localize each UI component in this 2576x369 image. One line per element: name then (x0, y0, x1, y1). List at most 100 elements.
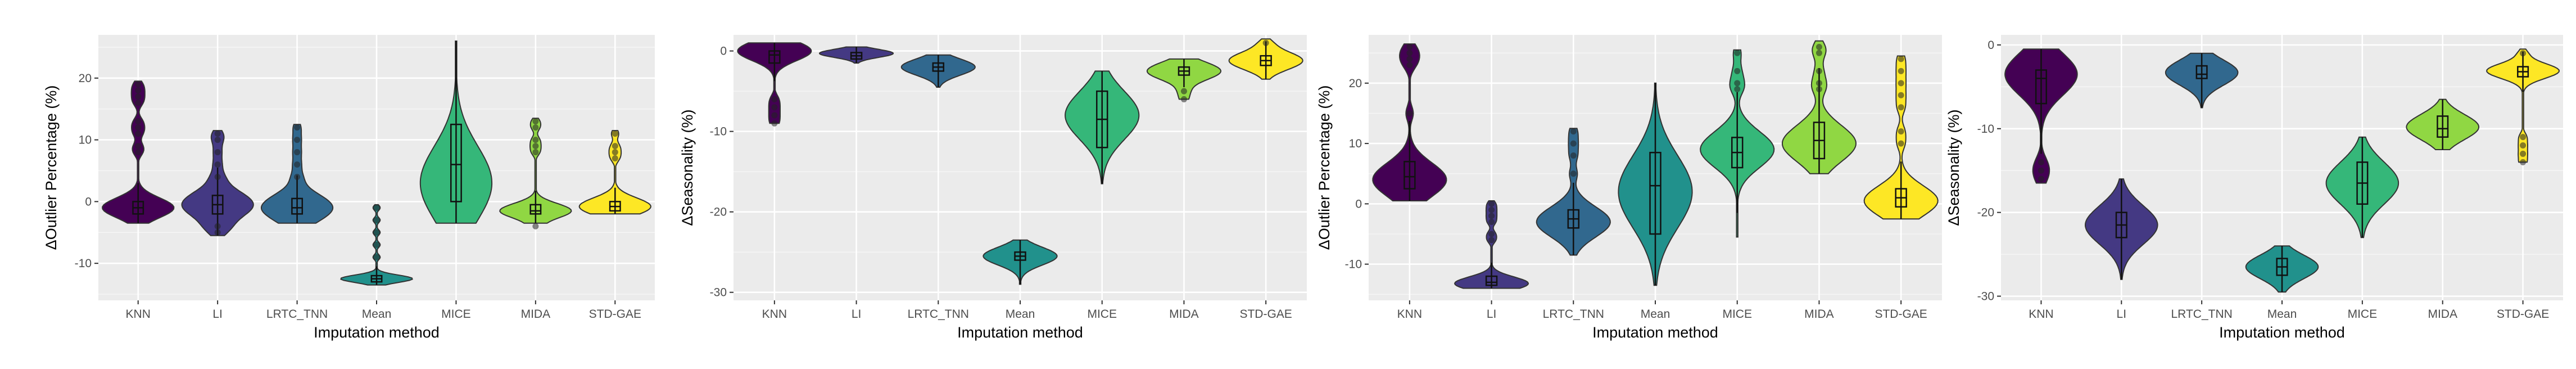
y-tick-label: -30 (1977, 290, 1994, 303)
panel-seasonality-2: -30 -20 -10 0 KNN LI LRTC_TNN Mean MICE MIDA STD-G… (1945, 35, 2563, 341)
x-tick-label: Mean (362, 308, 392, 321)
outlier-point (771, 112, 778, 119)
outlier-point (1488, 206, 1495, 213)
outlier-point (1488, 213, 1495, 219)
outlier-point (1488, 237, 1495, 244)
outlier-point (2038, 159, 2044, 165)
outlier-point (214, 173, 221, 180)
outlier-point (1816, 68, 1822, 74)
outlier-point (1816, 86, 1822, 93)
y-axis-title: ΔOutlier Percentage (%) (43, 86, 60, 250)
y-tick-label: -20 (710, 206, 727, 219)
box-iqr (291, 197, 304, 215)
x-axis-title: Imputation method (1592, 324, 1718, 341)
outlier-point (294, 173, 301, 180)
outlier-point (1262, 39, 1269, 46)
outlier-point (294, 161, 301, 168)
outlier-point (1570, 128, 1577, 135)
outlier-point (1406, 62, 1413, 69)
y-tick-label: -10 (75, 257, 92, 270)
outlier-point (2520, 159, 2527, 165)
outlier-point (1406, 110, 1413, 116)
outlier-point (1406, 50, 1413, 56)
outlier-point (373, 241, 380, 248)
box-iqr (529, 204, 542, 215)
box-iqr (1649, 151, 1662, 235)
outlier-point (771, 96, 778, 102)
outlier-point (1734, 80, 1741, 87)
outlier-point (1406, 56, 1413, 62)
x-tick-label: LRTC_TNN (266, 308, 328, 321)
violin-knn (737, 42, 812, 124)
outlier-point (1488, 200, 1495, 207)
outlier-point (612, 155, 618, 162)
violin-mida (499, 118, 572, 224)
outlier-point (1180, 96, 1187, 102)
outlier-point (1734, 50, 1741, 56)
box-iqr (1404, 161, 1416, 190)
outlier-point (135, 130, 142, 137)
outlier-point (1488, 231, 1495, 237)
outlier-point (1898, 80, 1904, 87)
outlier-point (1898, 104, 1904, 111)
box-iqr (2035, 69, 2047, 105)
outlier-point (135, 124, 142, 131)
x-tick-label: LI (2117, 308, 2127, 321)
outlier-point (771, 120, 778, 127)
x-tick-label: MICE (441, 308, 471, 321)
y-tick-label: 10 (79, 134, 92, 147)
x-tick-label: MICE (1722, 308, 1752, 321)
outlier-point (612, 149, 618, 156)
y-tick-label: -20 (1977, 206, 1994, 219)
outlier-point (1898, 68, 1904, 74)
outlier-point (1898, 92, 1904, 98)
x-tick-label: Mean (2267, 308, 2297, 321)
y-axis-title: ΔSeasonality (%) (679, 109, 696, 226)
x-tick-label: KNN (2029, 308, 2053, 321)
y-tick-label: -10 (710, 125, 727, 138)
x-tick-label: LI (852, 308, 862, 321)
x-tick-label: LI (212, 308, 223, 321)
x-tick-label: Mean (1006, 308, 1035, 321)
outlier-point (1570, 170, 1577, 177)
box-iqr (768, 50, 781, 64)
outlier-point (2520, 142, 2527, 149)
outlier-point (294, 137, 301, 143)
box-iqr (2195, 65, 2208, 79)
x-tick-label: KNN (762, 308, 787, 321)
outlier-point (771, 104, 778, 111)
outlier-point (214, 223, 221, 230)
outlier-point (1816, 80, 1822, 87)
outlier-point (1570, 152, 1577, 159)
outlier-point (532, 223, 539, 230)
outlier-point (1734, 86, 1741, 93)
panel-outlier-2: -10 0 10 20 KNN LI LRTC_TNN Mean MICE MIDA STD-GAE… (1316, 35, 1942, 341)
outlier-point (532, 118, 539, 125)
outlier-point (214, 130, 221, 137)
box-iqr (450, 123, 462, 202)
outlier-point (135, 93, 142, 100)
outlier-point (1406, 43, 1413, 50)
panel-seasonality-1: -30 -20 -10 0 KNN LI LRTC_TNN Mean MICE MIDA STD-G… (679, 35, 1307, 341)
y-tick-label: 20 (1349, 77, 1362, 90)
outlier-point (373, 217, 380, 223)
y-tick-label: 0 (1355, 197, 1362, 210)
outlier-point (1898, 128, 1904, 135)
x-tick-label: Mean (1641, 308, 1670, 321)
outlier-point (612, 143, 618, 150)
outlier-point (2038, 176, 2044, 182)
outlier-point (1816, 43, 1822, 50)
y-tick-label: -10 (1977, 123, 1994, 136)
x-tick-label: MIDA (521, 308, 551, 321)
x-tick-label: MICE (2348, 308, 2378, 321)
violin-std-gae (2486, 48, 2560, 163)
x-tick-label: MIDA (1169, 308, 1199, 321)
x-tick-label: STD-GAE (1875, 308, 1927, 321)
x-tick-label: MIDA (2428, 308, 2457, 321)
y-axis-title: ΔSeasonality (%) (1945, 109, 1962, 226)
box-iqr (2437, 115, 2449, 138)
outlier-point (532, 149, 539, 156)
outlier-point (135, 143, 142, 150)
x-tick-label: LRTC_TNN (2171, 308, 2232, 321)
